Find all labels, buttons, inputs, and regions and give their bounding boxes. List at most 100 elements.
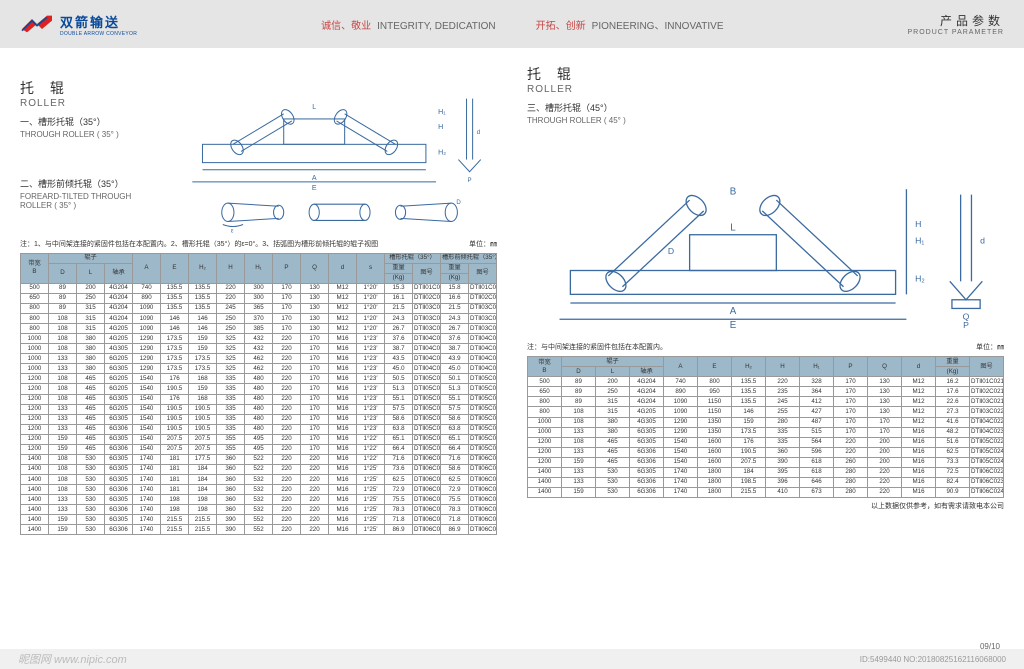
right-table-note: 注：与中间架连接的紧固件包括在本配置内。 单位：㎜ bbox=[527, 342, 1004, 352]
main-content: 托 辊 ROLLER 一、槽形托辊（35°） THROUGH ROLLER ( … bbox=[0, 48, 1024, 535]
svg-text:D: D bbox=[668, 246, 674, 256]
table-row: 500892004G204740135.5135.5220300170130M1… bbox=[21, 283, 497, 293]
table-row: 14001595306G3061740215.5215.539055222022… bbox=[21, 525, 497, 535]
table-row: 8001083154G20510901150146255427170130M12… bbox=[528, 407, 1004, 417]
table-row: 500892004G204740800135.5220328170130M121… bbox=[528, 377, 1004, 387]
table-row: 14001085306G3051740181184360532220220M16… bbox=[21, 475, 497, 485]
svg-text:d: d bbox=[477, 129, 480, 136]
product-parameter-title: 产品参数 PRODUCT PARAMETER bbox=[908, 12, 1004, 36]
table-row: 10001083804G30512901350159280487170170M1… bbox=[528, 417, 1004, 427]
table-row: 14001335306G30617401800198.5396646280220… bbox=[528, 477, 1004, 487]
right-unit: 单位：㎜ bbox=[976, 342, 1004, 352]
table-row: 14001335306G3061740198198360532220220M16… bbox=[21, 505, 497, 515]
table-row: 10001083804G3051290173.5159325432220170M… bbox=[21, 344, 497, 354]
image-id: ID:5499440 NO:20180825162116068000 bbox=[860, 655, 1006, 664]
svg-text:L: L bbox=[312, 103, 316, 111]
right-section-title: 托 辊 ROLLER bbox=[527, 64, 1004, 95]
table-row: 12001084656G30515401600176335564220200M1… bbox=[528, 437, 1004, 447]
left-sub1-en: THROUGH ROLLER ( 35° ) bbox=[20, 130, 160, 139]
svg-text:ε: ε bbox=[231, 228, 234, 233]
left-section-title: 托 辊 ROLLER bbox=[20, 78, 160, 109]
logo-text-cn: 双箭输送 bbox=[60, 12, 137, 31]
svg-text:L: L bbox=[730, 222, 736, 233]
table-row: 10001333806G2051290173.5173.532546222017… bbox=[21, 354, 497, 364]
table-row: 12001594656G30615401600207.5390618260200… bbox=[528, 457, 1004, 467]
table-row: 12001334656G30615401600190.5360596220200… bbox=[528, 447, 1004, 457]
right-sub1: 三、槽形托辊（45°） THROUGH ROLLER ( 45° ) bbox=[527, 101, 1004, 125]
left-note-text: 注：1、与中间架连接的紧固件包括在本配置内。2、槽形托辊（35°）的ε=0°。3… bbox=[20, 239, 378, 249]
table-row: 12001084656G2051540176168335480220170M16… bbox=[21, 374, 497, 384]
right-title-cn: 托 辊 bbox=[527, 64, 1004, 84]
table-row: 12001594656G3061540207.5207.535549522017… bbox=[21, 444, 497, 454]
table-row: 14001595306G3051740215.5215.539055222022… bbox=[21, 515, 497, 525]
left-diagram-35deg: A E L H H₁ H₂ P d bbox=[172, 58, 497, 192]
table-row: 8001083154G2051090146146250385170130M121… bbox=[21, 324, 497, 334]
right-column: 托 辊 ROLLER 三、槽形托辊（45°） THROUGH ROLLER ( … bbox=[527, 58, 1004, 535]
table-row: 10001083804G2051290173.5159325432220170M… bbox=[21, 334, 497, 344]
svg-text:H₁: H₁ bbox=[915, 235, 924, 245]
right-sub1-en: THROUGH ROLLER ( 45° ) bbox=[527, 116, 1004, 125]
right-diagram-45deg: B L A E H₁ H₂ H Q P d D bbox=[527, 135, 1004, 332]
svg-text:D: D bbox=[456, 199, 461, 206]
left-column: 托 辊 ROLLER 一、槽形托辊（35°） THROUGH ROLLER ( … bbox=[20, 58, 497, 535]
table-row: 14001085306G3051740181177.5360522220220M… bbox=[21, 454, 497, 464]
table-row: 12001334656G2051540190.5190.533548022017… bbox=[21, 404, 497, 414]
left-title-cn: 托 辊 bbox=[20, 78, 160, 98]
right-spec-table: 带宽B辊子AEH₂HH₁PQd重量图号DL轴承(Kg)500892004G204… bbox=[527, 356, 1004, 498]
right-title-en: ROLLER bbox=[527, 84, 1004, 95]
svg-text:H₂: H₂ bbox=[438, 148, 446, 156]
table-row: 12001084656G3051540176168335480220170M16… bbox=[21, 394, 497, 404]
slogan2-en: PIONEERING、INNOVATIVE bbox=[592, 21, 724, 32]
logo-text-en: DOUBLE ARROW CONVEYOR bbox=[60, 31, 137, 37]
table-row: 12001334656G3051540190.5190.533548022017… bbox=[21, 414, 497, 424]
table-row: 14001335306G3051740198198360532220220M16… bbox=[21, 495, 497, 505]
slogan2-cn: 开拓、创新 bbox=[536, 21, 586, 32]
left-sub1: 一、槽形托辊（35°） THROUGH ROLLER ( 35° ) bbox=[20, 115, 160, 139]
table-row: 650892504G204890950135.5235364170130M121… bbox=[528, 387, 1004, 397]
table-row: 14001595306G30617401800215.5410673280220… bbox=[528, 487, 1004, 497]
param-cn: 产品参数 bbox=[908, 12, 1004, 29]
left-table-note: 注：1、与中间架连接的紧固件包括在本配置内。2、槽形托辊（35°）的ε=0°。3… bbox=[20, 239, 497, 249]
svg-text:E: E bbox=[730, 320, 737, 330]
right-footnote: 以上数据仅供参考，如有需求请致电本公司 bbox=[527, 501, 1004, 511]
logo-block: 双箭输送 DOUBLE ARROW CONVEYOR bbox=[20, 12, 137, 37]
table-row: 14001085306G3061740181184360532220220M16… bbox=[21, 485, 497, 495]
svg-text:A: A bbox=[312, 174, 317, 182]
left-spec-table: 带宽B辊子AEH₂HH₁PQds槽形托辊（35°）槽形前倾托辊（35°）DL轴承… bbox=[20, 253, 497, 536]
slogan1-cn: 诚信、敬业 bbox=[321, 21, 371, 32]
table-row: 12001334656G3061540190.5190.533548022017… bbox=[21, 424, 497, 434]
table-row: 12001084656G2051540190.5159335480220170M… bbox=[21, 384, 497, 394]
table-row: 12001594656G3051540207.5207.535549522017… bbox=[21, 434, 497, 444]
left-sub1-cn: 一、槽形托辊（35°） bbox=[20, 117, 106, 127]
left-sub2: 二、槽形前倾托辊（35°） FOREARD-TILTED THROUGH ROL… bbox=[20, 177, 160, 210]
svg-text:H: H bbox=[915, 219, 921, 229]
table-row: 14001335306G30517401800184395618280220M1… bbox=[528, 467, 1004, 477]
page-footer: 昵图网 www.nipic.com ID:5499440 NO:20180825… bbox=[0, 649, 1024, 669]
svg-text:B: B bbox=[730, 187, 737, 198]
table-row: 800893154G20410901150135.5245412170130M1… bbox=[528, 397, 1004, 407]
table-row: 800893154G2041090135.5135.5245365170130M… bbox=[21, 303, 497, 313]
double-arrow-logo-icon bbox=[20, 14, 54, 34]
slogan-block: 诚信、敬业 INTEGRITY, DEDICATION 开拓、创新 PIONEERI… bbox=[321, 17, 723, 32]
svg-text:E: E bbox=[312, 184, 317, 190]
table-row: 10001333806G30512901350173.5335515170170… bbox=[528, 427, 1004, 437]
table-row: 10001333806G3051290173.5173.532546222017… bbox=[21, 364, 497, 374]
left-sub2-cn: 二、槽形前倾托辊（35°） bbox=[20, 179, 124, 189]
watermark-left: 昵图网 www.nipic.com bbox=[18, 651, 127, 667]
left-unit: 单位：㎜ bbox=[469, 239, 497, 249]
slogan1-en: INTEGRITY, DEDICATION bbox=[377, 21, 496, 32]
svg-text:A: A bbox=[730, 306, 737, 317]
param-en: PRODUCT PARAMETER bbox=[908, 29, 1004, 36]
svg-text:P: P bbox=[468, 177, 472, 184]
svg-text:H: H bbox=[438, 123, 443, 131]
left-diagram-tilted: D ε bbox=[172, 192, 497, 235]
left-title-en: ROLLER bbox=[20, 98, 160, 109]
right-sub1-cn: 三、槽形托辊（45°） bbox=[527, 103, 613, 113]
table-row: 650892504G204890135.5135.5220300170130M1… bbox=[21, 293, 497, 303]
table-row: 8001083154G2041090146146250370170130M121… bbox=[21, 314, 497, 324]
svg-text:d: d bbox=[980, 235, 985, 245]
svg-text:H₁: H₁ bbox=[438, 108, 446, 116]
table-row: 14001085306G3051740181184360522220220M16… bbox=[21, 464, 497, 474]
svg-text:H₂: H₂ bbox=[915, 273, 925, 283]
left-sub2-en: FOREARD-TILTED THROUGH ROLLER ( 35° ) bbox=[20, 192, 160, 210]
